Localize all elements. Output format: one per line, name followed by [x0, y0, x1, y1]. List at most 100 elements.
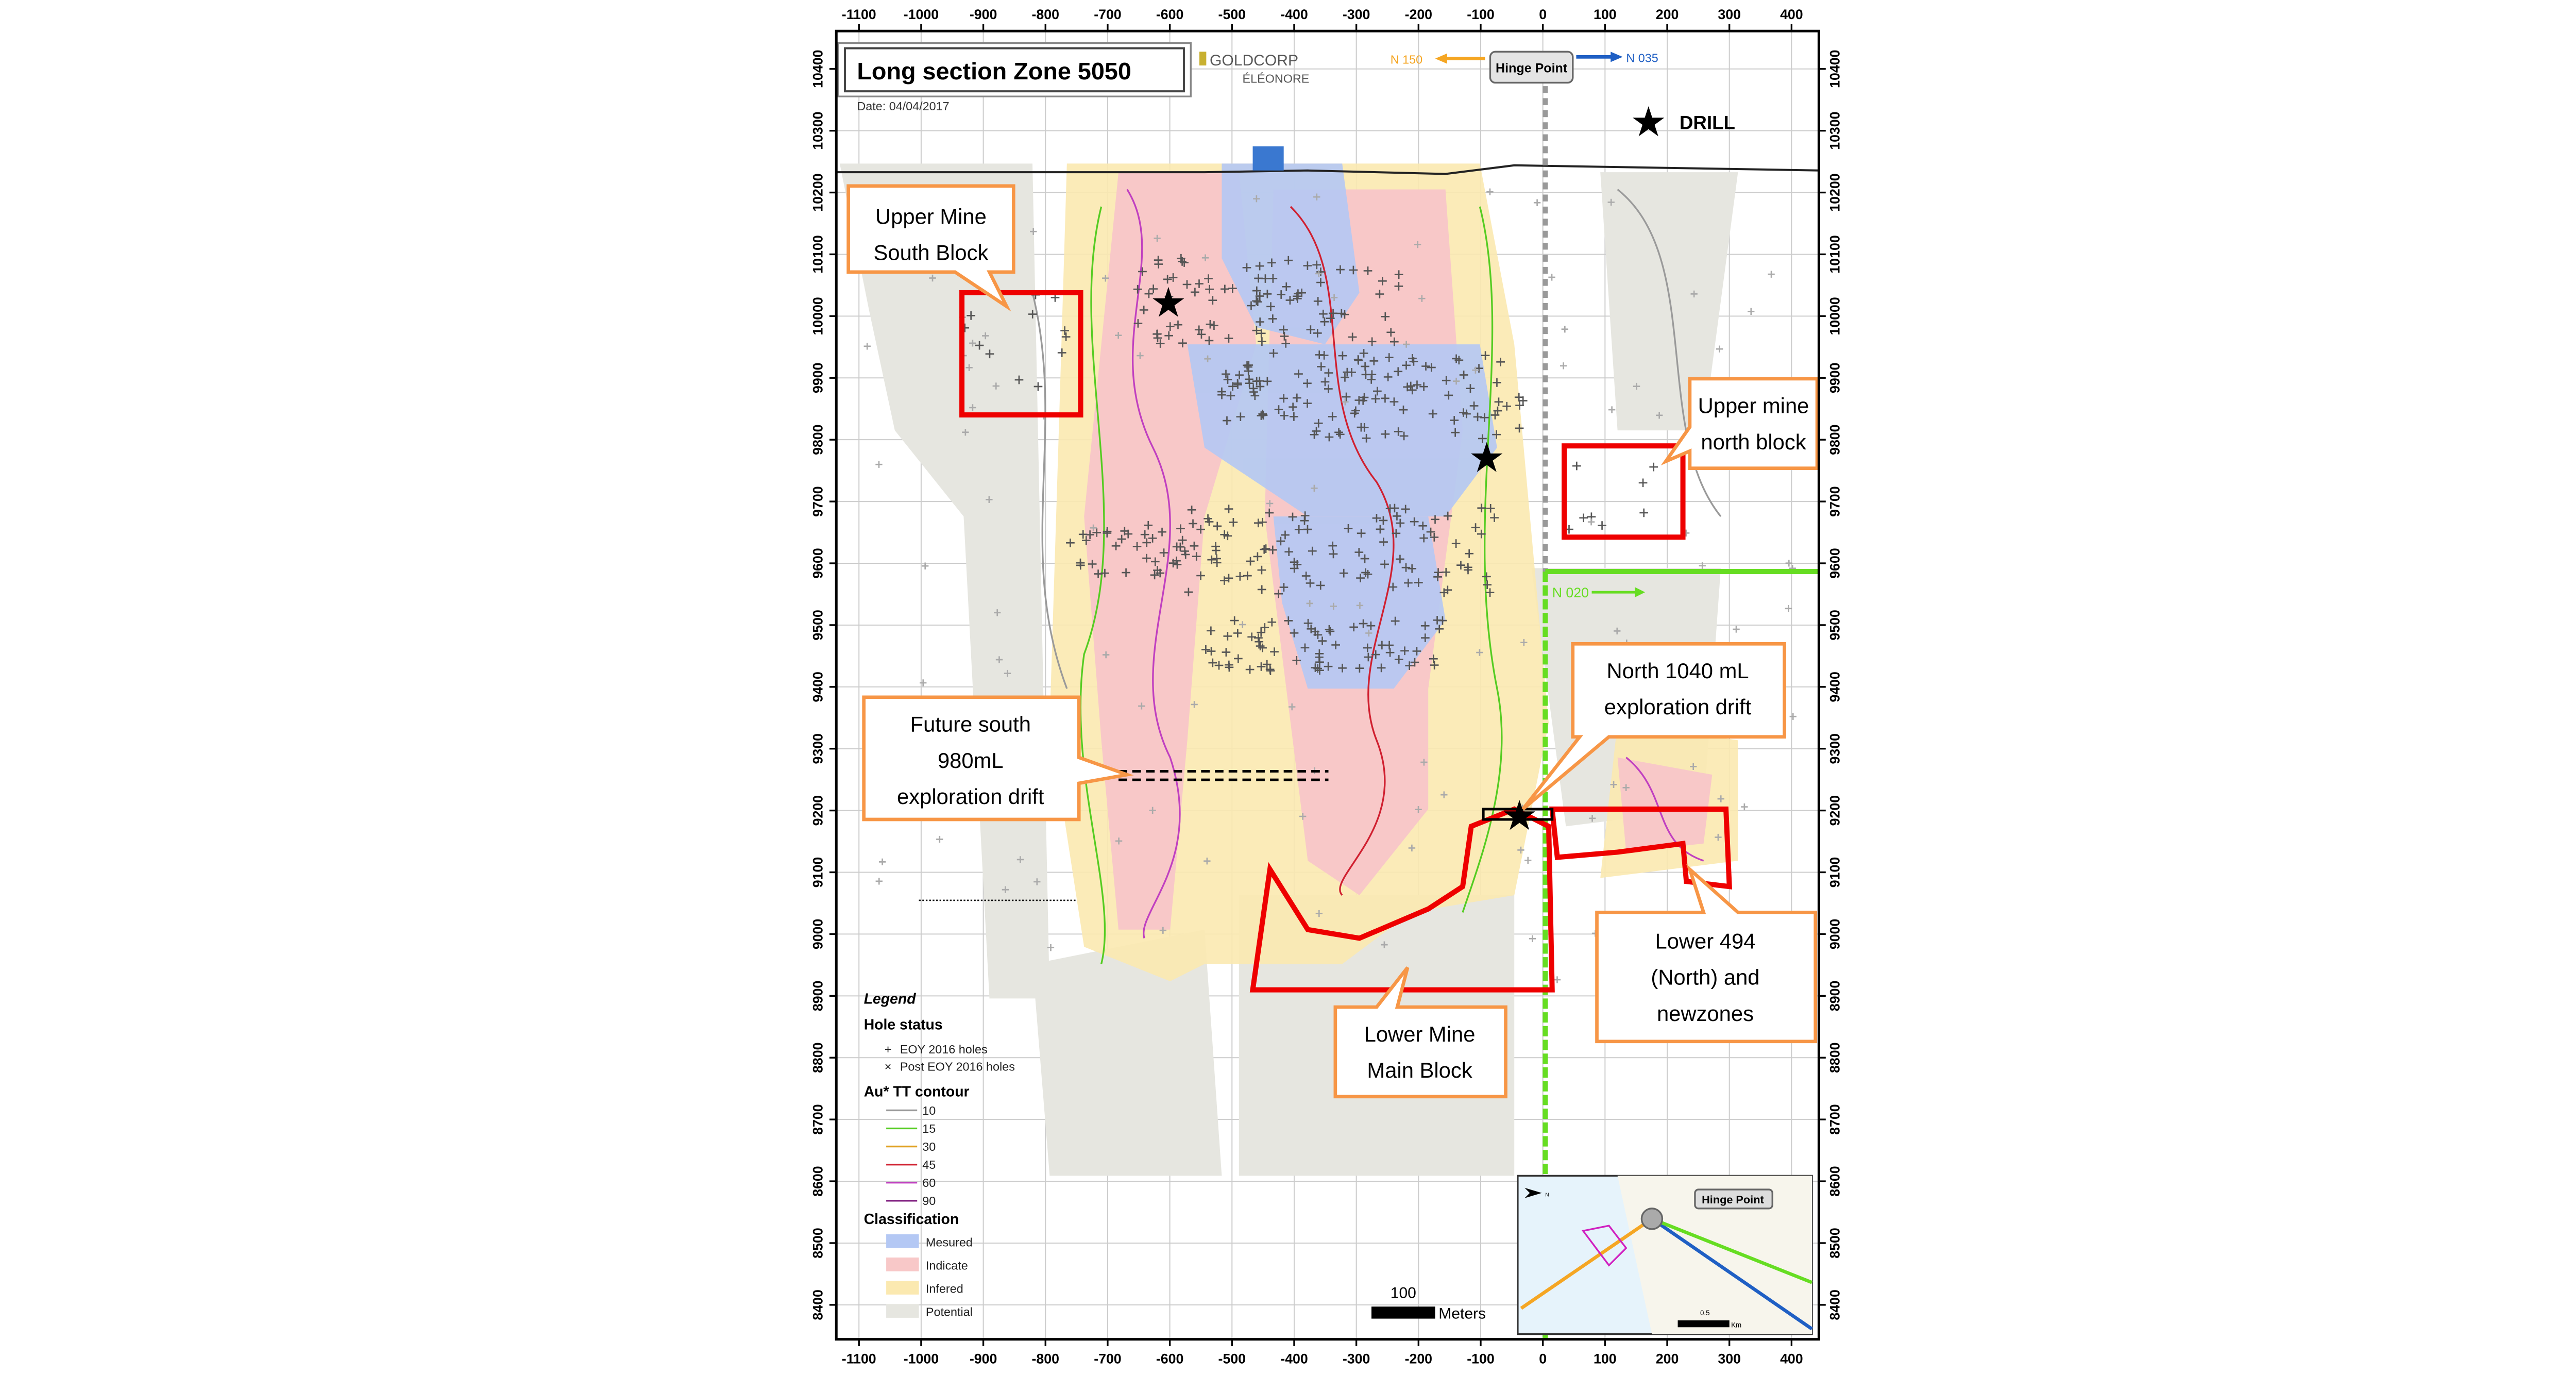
drill-hole-marker	[1303, 618, 1313, 628]
drill-hole-marker	[1444, 391, 1453, 400]
x-tick-label: -200	[1405, 7, 1432, 22]
drill-hole-marker	[1639, 508, 1649, 517]
drill-hole-marker	[1350, 409, 1359, 418]
drill-hole-marker	[1253, 297, 1262, 307]
y-tick-label: 9200	[1827, 795, 1842, 826]
drill-hole-marker	[1060, 326, 1069, 335]
drill-hole-marker	[1428, 409, 1437, 418]
drill-hole-marker	[1225, 663, 1234, 672]
drill-hole-marker	[920, 679, 927, 686]
drill-hole-marker	[1150, 557, 1160, 566]
drill-hole-marker	[1279, 394, 1289, 403]
y-tick-label: 10400	[1827, 50, 1842, 88]
drill-hole-marker	[1268, 274, 1278, 283]
drill-hole-marker	[1133, 284, 1142, 294]
drill-hole-marker	[1414, 241, 1421, 248]
svg-text:EOY 2016 holes: EOY 2016 holes	[900, 1043, 988, 1056]
svg-text:Hinge Point: Hinge Point	[1702, 1193, 1764, 1206]
x-tick-label: -600	[1156, 1351, 1183, 1366]
drill-hole-marker	[1430, 661, 1439, 669]
drill-hole-marker	[1404, 578, 1413, 588]
svg-text:Classification: Classification	[864, 1211, 959, 1228]
x-tick-label: 100	[1594, 7, 1617, 22]
drill-hole-marker	[1785, 605, 1792, 612]
drill-hole-marker	[1638, 478, 1648, 488]
drill-hole-marker	[1390, 504, 1399, 513]
drill-hole-marker	[1361, 370, 1370, 379]
y-tick-label: 8400	[1827, 1289, 1842, 1320]
drill-hole-marker	[1360, 423, 1369, 432]
drill-hole-marker	[1253, 518, 1263, 528]
drill-hole-marker	[1092, 528, 1101, 537]
drill-hole-marker	[1222, 648, 1231, 657]
lower-mine-main-block-outline	[1249, 806, 1555, 993]
drill-hole-marker	[1311, 627, 1319, 636]
drill-hole-marker	[1139, 306, 1148, 314]
y-tick-label: 10300	[810, 111, 826, 149]
drill-hole-marker	[1443, 585, 1452, 595]
drill-hole-marker	[1418, 295, 1426, 302]
drill-hole-marker	[1389, 337, 1399, 346]
drill-hole-marker	[1122, 568, 1130, 577]
drill-hole-marker	[1204, 514, 1212, 523]
svg-text:South Block: South Block	[874, 240, 989, 264]
x-tick-label: -500	[1218, 7, 1246, 22]
drill-hole-marker	[1174, 320, 1182, 329]
y-tick-label: 10000	[1827, 297, 1842, 335]
drill-hole-marker	[1115, 331, 1122, 339]
drill-hole-marker	[1182, 280, 1192, 289]
drill-hole-marker	[1236, 412, 1245, 422]
drill-hole-marker	[1306, 325, 1315, 334]
drill-hole-marker	[1142, 538, 1151, 547]
drill-hole-marker	[1148, 533, 1157, 543]
drill-hole-marker	[1515, 401, 1524, 410]
drill-hole-marker	[1207, 626, 1215, 635]
drill-hole-marker	[1124, 529, 1133, 539]
drill-hole-marker	[1294, 370, 1303, 378]
drill-hole-marker	[1451, 428, 1460, 437]
drill-hole-marker	[969, 404, 976, 411]
drill-hole-marker	[1246, 557, 1255, 566]
svg-text:980mL: 980mL	[938, 748, 1004, 773]
drill-hole-marker	[1376, 525, 1385, 534]
drill-hole-marker	[1414, 578, 1423, 587]
x-tick-label: -500	[1218, 1351, 1246, 1366]
arrow-left-icon	[1435, 53, 1447, 64]
drill-hole-marker	[1378, 641, 1386, 650]
svg-text:N: N	[1545, 1192, 1549, 1198]
drill-hole-marker	[1223, 375, 1232, 384]
drill-hole-marker	[1313, 297, 1323, 306]
y-tick-label: 9200	[810, 795, 826, 826]
drill-hole-marker	[1196, 525, 1206, 534]
drill-hole-marker	[965, 364, 973, 372]
drill-hole-marker	[1316, 267, 1325, 276]
drill-hole-marker	[1257, 585, 1266, 594]
drill-hole-marker	[1320, 377, 1330, 387]
drill-hole-marker	[1260, 623, 1269, 632]
drill-hole-marker	[1187, 505, 1196, 514]
drill-hole-marker	[1284, 256, 1293, 265]
drill-hole-marker	[1690, 763, 1697, 770]
drill-hole-marker	[1380, 560, 1389, 569]
drill-hole-marker	[1396, 518, 1405, 528]
drill-hole-marker	[1088, 560, 1097, 568]
x-tick-label: -300	[1343, 7, 1370, 22]
drill-hole-marker	[1294, 525, 1303, 534]
x-tick-label: -700	[1094, 7, 1121, 22]
drill-hole-marker	[1233, 379, 1242, 388]
drill-hole-marker	[1394, 655, 1403, 664]
x-tick-label: -1000	[904, 1351, 939, 1366]
drill-hole-marker	[1391, 616, 1400, 626]
drill-hole-marker	[1349, 623, 1359, 632]
drill-hole-marker	[1419, 382, 1428, 391]
drill-hole-marker	[1394, 427, 1403, 436]
drill-hole-marker	[1194, 325, 1204, 334]
callout-lower-mine-main-block: Lower Mine Main Block	[1333, 966, 1507, 1099]
drill-label: DRILL	[1680, 112, 1735, 133]
drill-hole-marker	[1420, 759, 1428, 766]
drill-hole-marker	[1274, 405, 1283, 414]
drill-hole-marker	[1494, 397, 1503, 407]
drill-hole-marker	[1192, 552, 1201, 561]
x-tick-label: 100	[1594, 1351, 1617, 1366]
